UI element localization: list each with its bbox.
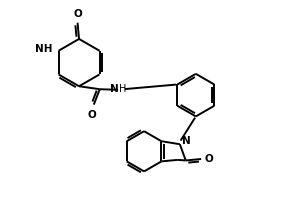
Text: O: O — [88, 110, 97, 120]
Text: N: N — [182, 136, 190, 146]
Text: H: H — [119, 84, 127, 94]
Text: NH: NH — [34, 44, 52, 54]
Text: O: O — [73, 9, 82, 19]
Text: O: O — [205, 154, 213, 164]
Text: N: N — [110, 84, 119, 94]
